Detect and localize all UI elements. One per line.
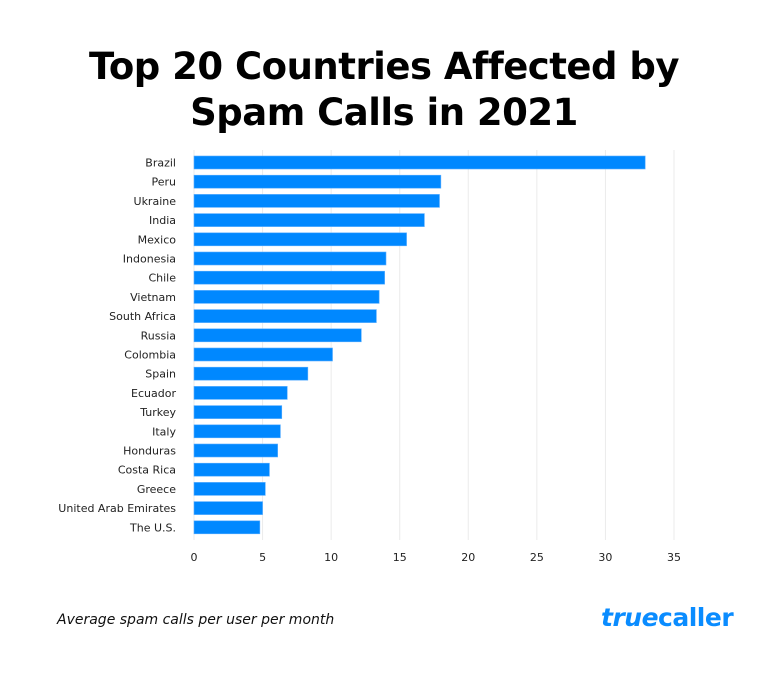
category-label: Vietnam [130,291,176,304]
category-label: Brazil [145,157,176,170]
truecaller-logo: truecaller [601,603,734,632]
bar-united-arab-emirates [193,501,263,515]
category-label: Russia [141,329,176,342]
category-label: United Arab Emirates [58,502,176,515]
category-label: Indonesia [123,253,176,266]
x-tick-label: 20 [461,551,475,564]
category-label: South Africa [109,310,176,323]
chart-caption: Average spam calls per user per month [57,612,335,628]
bar-vietnam [193,290,380,304]
bar-ukraine [193,194,440,208]
category-label: Peru [151,176,176,189]
bar-spain [193,366,309,381]
x-tick-label: 10 [324,551,338,564]
category-label: The U.S. [129,521,176,534]
chart-title: Top 20 Countries Affected by Spam Calls … [0,44,768,136]
category-label: Costa Rica [118,464,176,477]
bar-ecuador [193,386,288,400]
category-label: Ecuador [131,387,176,400]
bar-the-u-s- [193,520,261,535]
bar-brazil [193,155,646,170]
category-label: Greece [137,483,176,496]
title-line-1: Top 20 Countries Affected by [89,45,679,88]
bar-chile [193,270,385,285]
bar-peru [193,174,442,189]
category-label: Italy [152,425,176,438]
category-label: Spain [145,368,176,381]
x-tick-label: 25 [530,551,544,564]
category-label: Turkey [139,406,176,419]
x-tick-label: 30 [598,551,612,564]
bar-south-africa [193,309,377,323]
bar-italy [193,424,281,439]
bar-mexico [193,232,407,247]
bar-colombia [193,347,333,362]
x-tick-label: 35 [667,551,681,564]
category-label: Colombia [124,349,176,362]
bar-indonesia [193,251,387,266]
bar-india [193,213,425,227]
x-tick-label: 0 [191,551,198,564]
category-label: Honduras [123,445,176,458]
bar-greece [193,482,266,496]
category-label: Chile [148,272,176,285]
category-label: Ukraine [134,195,177,208]
x-tick-label: 5 [259,551,266,564]
bar-turkey [193,405,283,419]
category-label: Mexico [138,233,177,246]
bar-costa-rica [193,462,270,477]
bar-russia [193,328,362,343]
category-label: India [149,214,176,227]
x-tick-label: 15 [393,551,407,564]
bar-honduras [193,443,278,458]
title-line-2: Spam Calls in 2021 [190,91,578,134]
